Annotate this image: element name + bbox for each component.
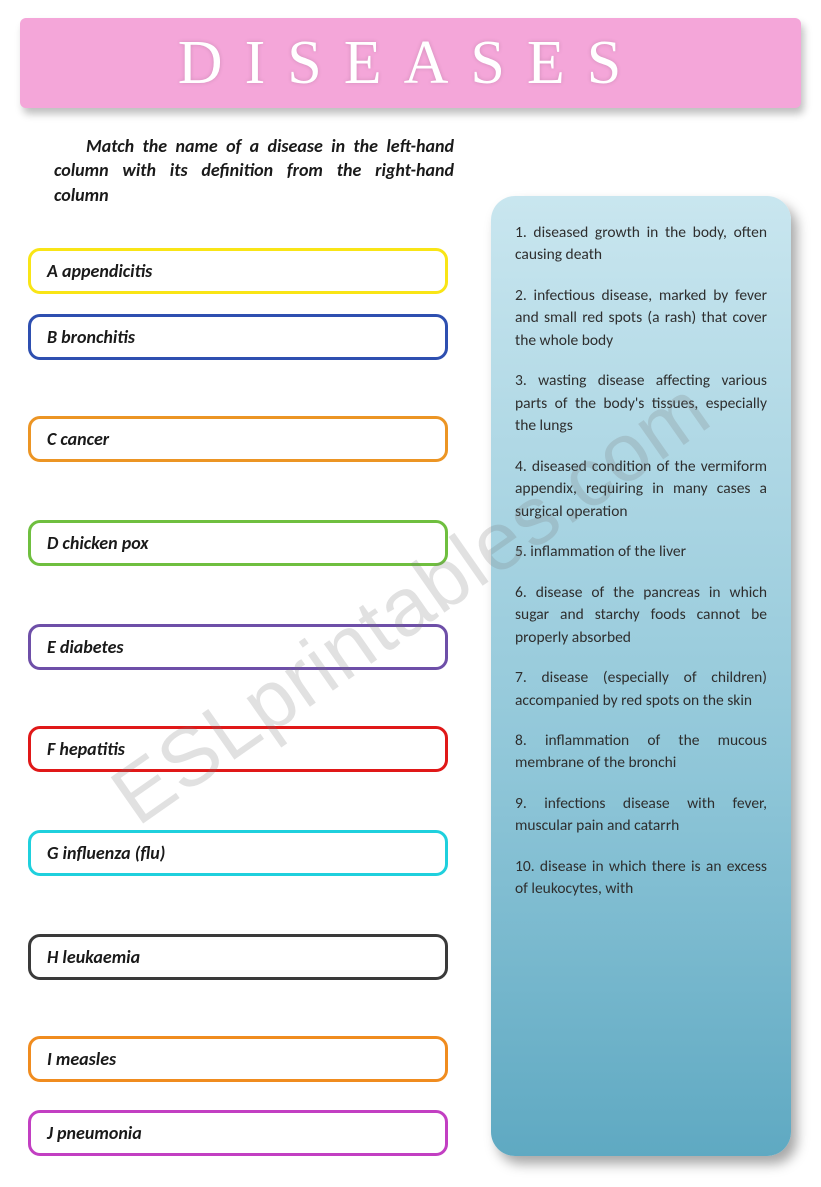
title-banner: DISEASES xyxy=(20,18,801,108)
definition-item: 4. diseased condition of the vermiform a… xyxy=(515,456,767,523)
disease-label: A appendicitis xyxy=(47,260,152,282)
disease-box: A appendicitis xyxy=(28,248,448,294)
disease-box: C cancer xyxy=(28,416,448,462)
disease-label: H leukaemia xyxy=(47,946,140,968)
disease-label: F hepatitis xyxy=(47,738,125,760)
disease-box: H leukaemia xyxy=(28,934,448,980)
definition-item: 1. diseased growth in the body, often ca… xyxy=(515,222,767,267)
definition-item: 2. infectious disease, marked by fever a… xyxy=(515,285,767,352)
disease-box: D chicken pox xyxy=(28,520,448,566)
disease-label: I measles xyxy=(47,1048,116,1070)
disease-label: C cancer xyxy=(47,428,109,450)
instructions-text: Match the name of a disease in the left-… xyxy=(54,134,454,207)
disease-box: E diabetes xyxy=(28,624,448,670)
definition-item: 5. inflammation of the liver xyxy=(515,541,767,563)
disease-label: D chicken pox xyxy=(47,532,149,554)
disease-label: B bronchitis xyxy=(47,326,135,348)
definition-item: 6. disease of the pancreas in which suga… xyxy=(515,582,767,649)
disease-box: B bronchitis xyxy=(28,314,448,360)
definition-item: 9. infections disease with fever, muscul… xyxy=(515,793,767,838)
disease-box: J pneumonia xyxy=(28,1110,448,1156)
definition-item: 3. wasting disease affecting various par… xyxy=(515,370,767,437)
disease-label: J pneumonia xyxy=(47,1122,142,1144)
diseases-column: A appendicitis B bronchitis C cancer D chic… xyxy=(28,248,448,1168)
disease-box: F hepatitis xyxy=(28,726,448,772)
disease-box: G influenza (flu) xyxy=(28,830,448,876)
disease-box: I measles xyxy=(28,1036,448,1082)
definition-item: 10. disease in which there is an excess … xyxy=(515,856,767,901)
disease-label: G influenza (flu) xyxy=(47,842,165,864)
definition-item: 8. inflammation of the mucous membrane o… xyxy=(515,730,767,775)
disease-label: E diabetes xyxy=(47,636,124,658)
definitions-panel: 1. diseased growth in the body, often ca… xyxy=(491,196,791,1156)
definition-item: 7. disease (especially of children) acco… xyxy=(515,667,767,712)
